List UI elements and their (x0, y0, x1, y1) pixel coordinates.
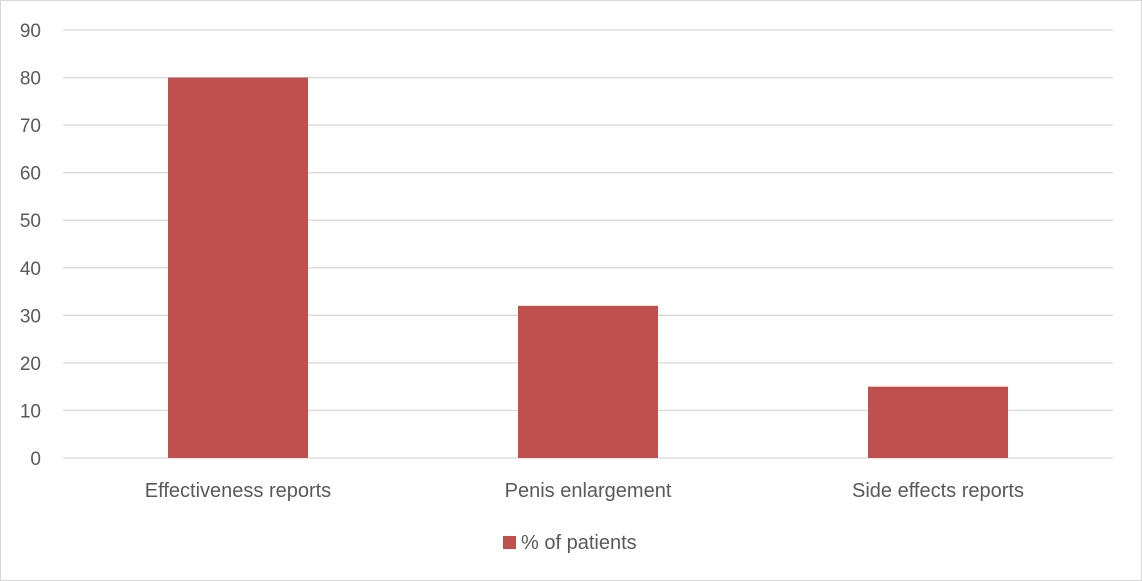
y-tick-label: 20 (20, 354, 41, 375)
x-category-label: Penis enlargement (505, 480, 672, 502)
bars (168, 77, 1008, 459)
legend-swatch (503, 536, 516, 549)
bar-side-effects-reports (868, 386, 1008, 458)
y-tick-label: 30 (20, 306, 41, 327)
bar-penis-enlargement (518, 305, 658, 458)
y-tick-label: 60 (20, 164, 41, 185)
x-category-label: Side effects reports (852, 480, 1024, 502)
x-category-label: Effectiveness reports (145, 480, 331, 502)
x-axis-categories: Effectiveness reports Penis enlargement Si… (145, 480, 1024, 502)
legend: % of patients (503, 532, 637, 554)
y-tick-label: 70 (20, 116, 41, 137)
legend-label: % of patients (521, 532, 637, 554)
bar-effectiveness-reports (168, 77, 308, 459)
y-tick-label: 40 (20, 259, 41, 280)
y-tick-label: 90 (20, 21, 41, 42)
y-axis-ticks: 0 10 20 30 40 50 60 70 80 90 (20, 21, 41, 470)
y-tick-label: 10 (20, 401, 41, 422)
y-tick-label: 50 (20, 211, 41, 232)
y-tick-label: 80 (20, 69, 41, 90)
y-tick-label: 0 (30, 449, 41, 470)
